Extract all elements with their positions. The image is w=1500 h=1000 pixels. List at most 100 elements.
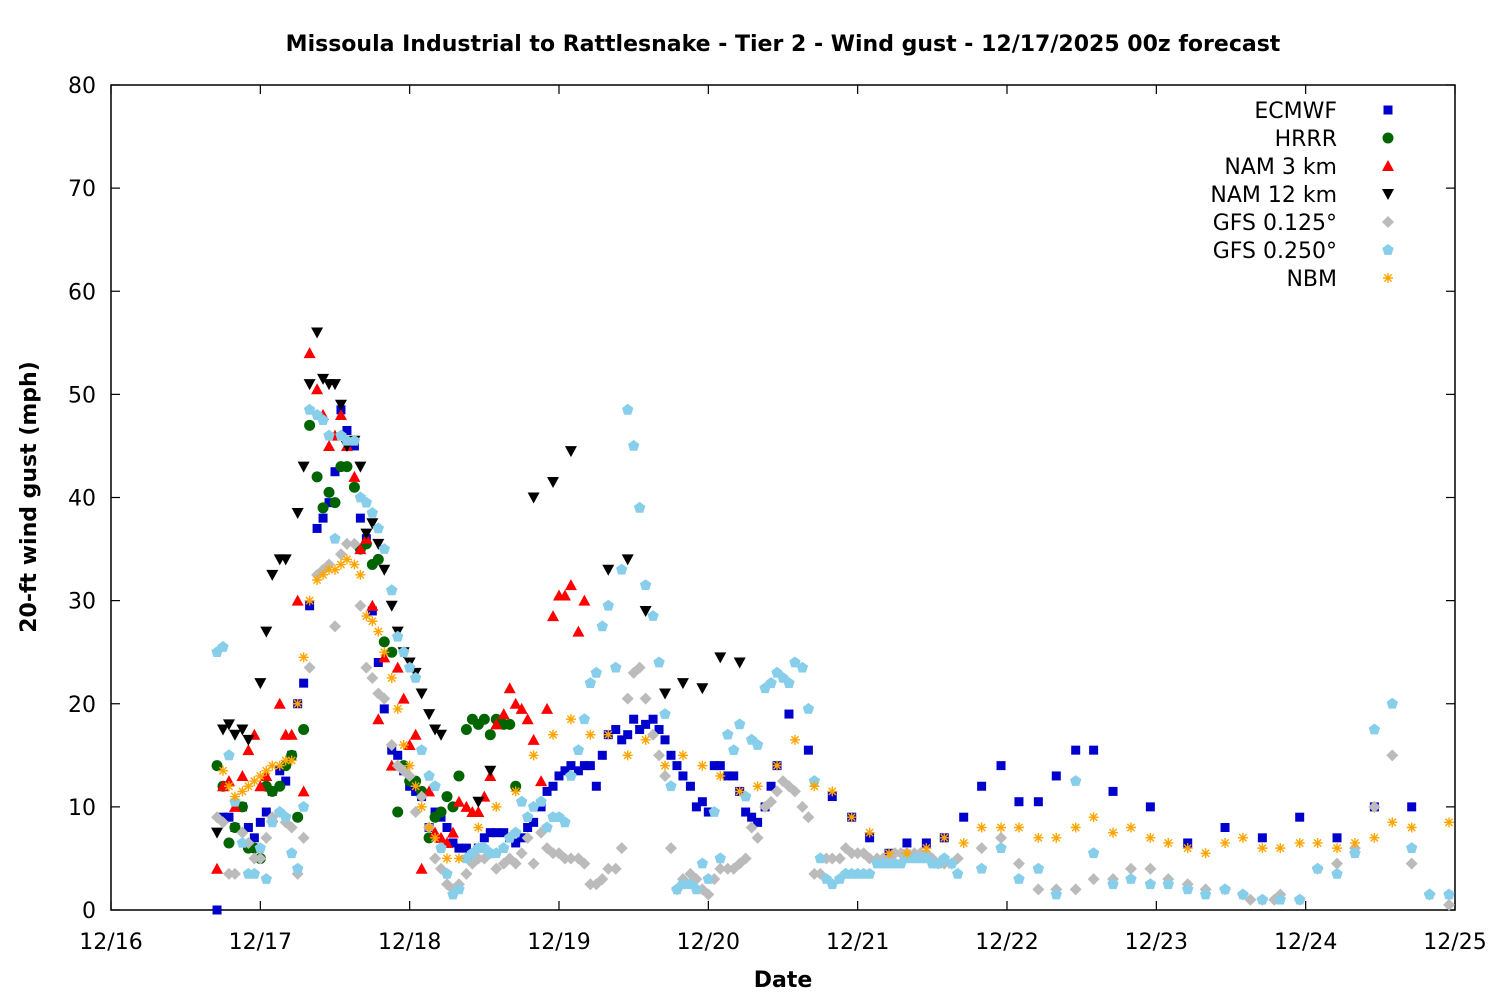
point-hrrr <box>341 461 353 473</box>
point-gfs-0-250 <box>647 610 659 621</box>
point-ecmwf <box>536 802 546 812</box>
point-gfs-0-125 <box>254 852 267 865</box>
x-tick-label: 12/19 <box>527 930 590 955</box>
point-nam-3-km <box>242 744 255 756</box>
point-hrrr <box>304 419 316 431</box>
point-ecmwf <box>249 833 259 843</box>
point-nam-3-km <box>527 733 540 745</box>
point-nbm <box>491 801 502 812</box>
point-gfs-0-125 <box>788 785 801 798</box>
point-nbm <box>1275 843 1286 854</box>
point-ecmwf <box>996 761 1006 771</box>
point-ecmwf <box>1332 833 1342 843</box>
point-gfs-0-250 <box>329 532 341 544</box>
point-gfs-0-250 <box>1406 842 1418 853</box>
point-nbm <box>660 760 671 771</box>
point-ecmwf <box>597 750 607 760</box>
point-gfs-0-250 <box>1331 867 1343 879</box>
point-gfs-0-125 <box>1443 898 1456 911</box>
point-nbm <box>404 760 415 771</box>
point-gfs-0-250 <box>1050 888 1062 900</box>
point-nbm <box>939 832 950 843</box>
axis-ticks: 12/16 12/17 12/18 12/19 12/20 12/21 12/22 12/23… <box>68 74 1487 955</box>
legend-label-hrrr: HRRR <box>1275 127 1337 152</box>
point-gfs-0-125 <box>297 831 310 844</box>
point-gfs-0-250 <box>360 496 373 508</box>
point-nam-3-km <box>535 775 548 787</box>
point-gfs-0-125 <box>751 831 764 844</box>
point-gfs-0-125 <box>653 749 666 762</box>
point-ecmwf <box>1108 786 1118 796</box>
point-nbm <box>410 781 421 792</box>
y-tick-label: 50 <box>68 383 96 408</box>
point-gfs-0-250 <box>696 857 709 869</box>
point-nam-12-km <box>236 724 249 736</box>
point-gfs-0-250 <box>1125 873 1137 884</box>
point-nam-3-km <box>460 800 473 812</box>
point-nbm <box>1013 822 1024 833</box>
point-nbm <box>243 781 254 792</box>
point-gfs-0-250 <box>236 837 249 848</box>
point-ecmwf <box>560 766 570 776</box>
point-ecmwf <box>827 792 837 802</box>
point-nam-12-km <box>472 796 485 808</box>
point-hrrr <box>223 837 235 849</box>
point-ecmwf <box>753 817 763 827</box>
point-gfs-0-250 <box>317 414 329 425</box>
point-ecmwf <box>977 781 987 791</box>
point-ecmwf <box>579 761 589 771</box>
point-hrrr <box>504 718 516 730</box>
point-nbm <box>565 714 576 725</box>
point-hrrr <box>329 497 341 509</box>
point-gfs-0-125 <box>354 599 367 612</box>
point-gfs-0-250 <box>995 842 1007 853</box>
point-ecmwf <box>1033 797 1043 807</box>
point-gfs-0-125 <box>360 661 373 674</box>
point-gfs-0-125 <box>385 739 398 751</box>
point-nam-12-km <box>303 379 316 391</box>
point-gfs-0-250 <box>610 661 622 673</box>
point-ecmwf <box>666 750 676 760</box>
point-ecmwf <box>461 843 471 853</box>
point-ecmwf <box>305 601 315 611</box>
series-nbm <box>218 554 1455 864</box>
point-gfs-0-125 <box>714 862 727 875</box>
point-nam-12-km <box>639 605 652 617</box>
point-nam-3-km <box>572 625 585 637</box>
point-nam-3-km <box>497 708 510 720</box>
point-nam-3-km <box>409 728 422 740</box>
point-gfs-0-250 <box>404 661 416 673</box>
point-hrrr <box>441 791 453 803</box>
point-gfs-0-250 <box>266 816 278 828</box>
point-nbm <box>1332 843 1343 854</box>
point-ecmwf <box>367 606 377 616</box>
point-nbm <box>1108 827 1119 838</box>
point-gfs-0-250 <box>372 522 384 534</box>
point-nbm <box>603 729 614 740</box>
point-nam-3-km <box>452 795 465 807</box>
point-gfs-0-250 <box>1219 883 1231 895</box>
point-gfs-0-125 <box>609 862 622 875</box>
point-nam-3-km <box>372 713 385 725</box>
x-tick-label: 12/16 <box>79 930 142 955</box>
point-nam-12-km <box>354 461 367 473</box>
series-gfs-0-250 <box>211 403 1455 905</box>
point-ecmwf <box>255 817 265 827</box>
point-nam-3-km <box>354 543 367 555</box>
x-tick-label: 12/18 <box>378 930 441 955</box>
point-nbm <box>223 781 234 792</box>
point-hrrr <box>453 770 465 782</box>
point-nbm <box>367 616 378 627</box>
point-gfs-0-250 <box>659 708 671 719</box>
point-nam-12-km <box>564 446 577 458</box>
point-nam-3-km <box>472 806 485 818</box>
point-ecmwf <box>1220 823 1230 832</box>
point-nbm <box>335 559 346 570</box>
point-gfs-0-125 <box>796 800 809 813</box>
point-gfs-0-250 <box>826 878 838 890</box>
point-gfs-0-250 <box>348 434 361 446</box>
point-nbm <box>341 554 352 565</box>
point-nbm <box>355 569 366 580</box>
point-nam-3-km <box>503 682 516 694</box>
point-gfs-0-125 <box>285 821 298 834</box>
